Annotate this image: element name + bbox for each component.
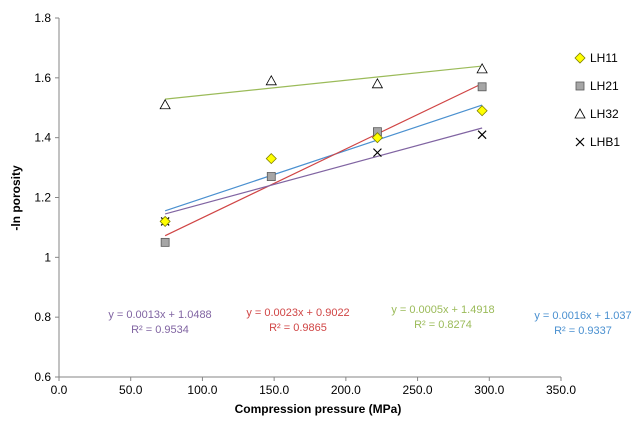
point-lh21	[266, 172, 276, 181]
point-lhb1	[372, 148, 382, 158]
point-lh32	[476, 63, 488, 74]
equation-lh11: y = 0.0016x + 1.037	[534, 310, 631, 322]
legend-marker-lh21	[575, 81, 585, 91]
trendline-lh32	[165, 65, 483, 100]
point-lhb1	[477, 130, 487, 140]
y-tick-label: 0.8	[34, 310, 51, 324]
y-tick-label: 0.6	[34, 370, 51, 384]
x-tick-label: 150.0	[259, 383, 289, 397]
x-tick-label: 300.0	[474, 383, 504, 397]
point-lh11	[159, 215, 171, 227]
r-squared-lh21: R² = 0.9865	[269, 322, 327, 334]
y-tick-label: 1.8	[34, 11, 51, 25]
legend-label-lh11: LH11	[590, 51, 618, 65]
point-lh11	[476, 105, 488, 117]
y-tick-label: 1.6	[34, 71, 51, 85]
x-tick-label: 50.0	[119, 383, 143, 397]
r-squared-lhb1: R² = 0.9534	[131, 324, 189, 336]
point-lh32	[265, 75, 277, 86]
point-lh21	[477, 82, 487, 92]
point-lh11	[371, 132, 383, 144]
x-axis-title: Compression pressure (MPa)	[235, 402, 402, 416]
y-tick-label: 1.4	[34, 131, 51, 145]
x-tick-label: 200.0	[331, 383, 361, 397]
trendline-lh11	[164, 104, 483, 212]
legend-label-lh21: LH21	[590, 79, 619, 93]
point-lhb1-stroke-b	[477, 130, 487, 140]
equation-lh32: y = 0.0005x + 1.4918	[391, 304, 494, 316]
legend-marker-lh32	[574, 108, 586, 119]
trendline-lhb1	[164, 127, 483, 215]
point-lh11	[265, 153, 277, 165]
x-tick-label: 350.0	[546, 383, 576, 397]
x-tick-label: 100.0	[187, 383, 217, 397]
trendline-lh21	[164, 83, 483, 237]
legend-marker-lhb1-stroke-b	[575, 137, 585, 147]
y-axis-title: -ln porosity	[9, 165, 23, 231]
x-tick-label: 250.0	[403, 383, 433, 397]
legend-marker-lh11	[574, 52, 586, 64]
r-squared-lh32: R² = 0.8274	[414, 319, 472, 331]
equation-lh21: y = 0.0023x + 0.9022	[246, 307, 349, 319]
equation-lhb1: y = 0.0013x + 1.0488	[108, 309, 211, 321]
x-tick-label: 0.0	[51, 383, 68, 397]
point-lhb1-stroke-b	[372, 148, 382, 158]
y-tick-label: 1.2	[34, 191, 51, 205]
point-lh32	[371, 77, 384, 89]
r-squared-lh11: R² = 0.9337	[554, 325, 612, 337]
point-lh32	[159, 98, 171, 110]
y-tick-label: 1	[44, 250, 51, 264]
legend-label-lh32: LH32	[590, 107, 619, 121]
point-lh21	[160, 237, 170, 247]
legend-marker-lhb1	[575, 137, 585, 147]
legend-label-lhb1: LHB1	[590, 135, 620, 149]
